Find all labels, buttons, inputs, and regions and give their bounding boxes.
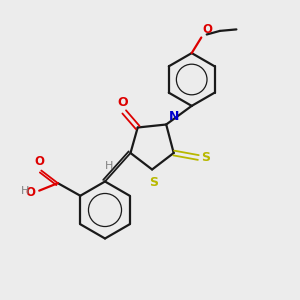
Text: S: S <box>149 176 158 189</box>
Text: H: H <box>21 186 30 196</box>
Text: O: O <box>35 155 45 168</box>
Text: S: S <box>201 151 210 164</box>
Text: O: O <box>203 23 213 36</box>
Text: O: O <box>117 96 128 109</box>
Text: H: H <box>105 161 113 171</box>
Text: O: O <box>26 186 36 199</box>
Text: N: N <box>169 110 180 123</box>
